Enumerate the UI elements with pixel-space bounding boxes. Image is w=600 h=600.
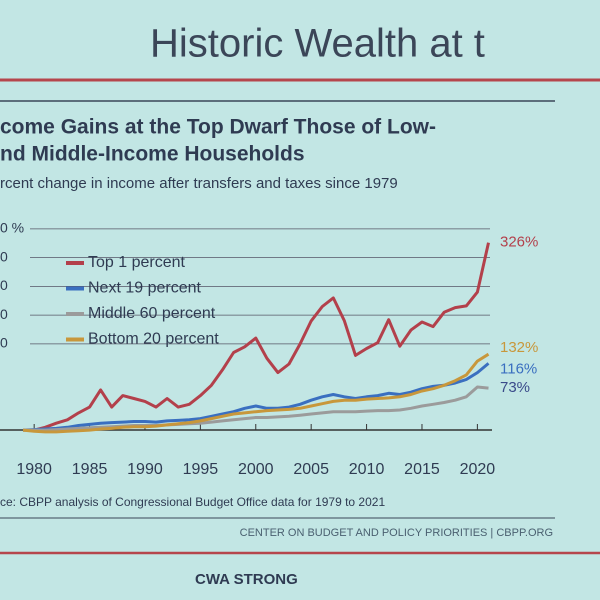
series-line [23, 242, 490, 432]
x-tick-label: 1985 [72, 461, 108, 478]
x-tick-label: 1980 [16, 461, 52, 478]
value-label: 116% [500, 360, 537, 377]
credit: CENTER ON BUDGET AND POLICY PRIORITIES |… [240, 527, 553, 539]
x-tick-label: 1995 [183, 461, 219, 478]
series-line [23, 385, 489, 432]
series-line [23, 362, 490, 432]
x-tick-label: 2010 [349, 461, 385, 478]
y-tick-label: 0 [0, 277, 8, 293]
y-tick-label: 0 % [0, 220, 24, 236]
legend-label: Next 19 percent [88, 280, 202, 297]
y-tick-label: 0 [0, 335, 8, 351]
slide-title: Historic Wealth at t [150, 22, 485, 66]
value-label: 73% [500, 379, 530, 396]
series-line [22, 352, 490, 434]
chart-title: come Gains at the Top Dwarf Those of Low… [0, 116, 436, 139]
x-tick-label: 2005 [293, 461, 329, 478]
y-tick-label: 0 [0, 306, 8, 322]
value-label: 326% [500, 234, 538, 251]
x-tick-label: 2015 [404, 461, 440, 478]
legend-label: Bottom 20 percent [88, 331, 219, 348]
x-tick-label: 1990 [127, 461, 163, 478]
y-tick-label: 0 [0, 248, 8, 264]
x-tick-label: 2000 [238, 461, 274, 478]
x-tick-label: 2020 [460, 461, 496, 478]
source: ce: CBPP analysis of Congressional Budge… [0, 495, 385, 509]
chart-subtitle: rcent change in income after transfers a… [0, 175, 398, 192]
legend-label: Middle 60 percent [88, 305, 216, 322]
chart-title: nd Middle-Income Households [0, 143, 305, 166]
legend-label: Top 1 percent [88, 254, 186, 271]
value-label: 132% [500, 339, 538, 356]
slide-footer: CWA STRONG [195, 571, 298, 588]
